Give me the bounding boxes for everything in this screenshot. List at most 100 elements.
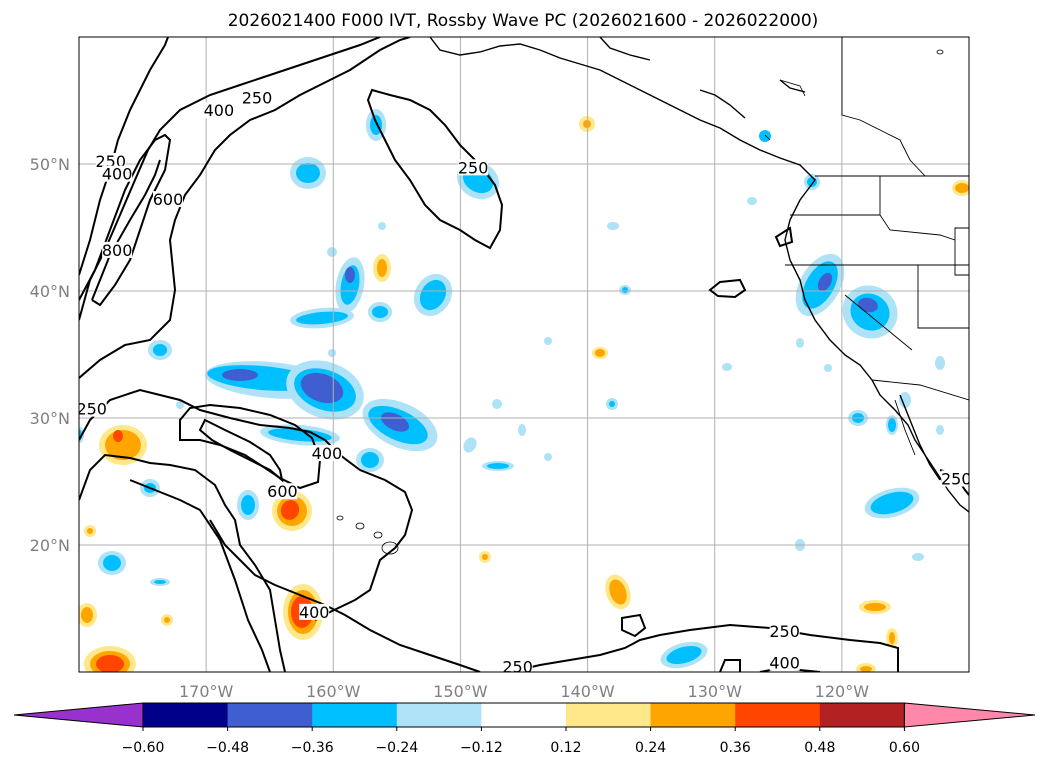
lon-tick-label: 140°W	[560, 682, 615, 701]
colorbar-tick-label: 0.24	[635, 740, 666, 756]
colorbar: −0.60 −0.48 −0.36 −0.24 −0.12 0.12 0.24 0.36 0.4…	[13, 702, 1036, 756]
anomaly-patch	[518, 424, 526, 436]
colorbar-segment	[566, 703, 652, 727]
anomaly-patch	[759, 130, 771, 142]
colorbar-tick-label: −0.48	[206, 740, 249, 756]
anomaly-patch	[153, 344, 167, 356]
colorbar-segment	[227, 703, 313, 727]
colorbar-segment	[312, 703, 398, 727]
latitude-tick-labels: 20°N 30°N 40°N 50°N	[30, 155, 70, 555]
anomaly-patch	[81, 607, 93, 623]
anomaly-patch	[222, 369, 258, 381]
anomaly-patch	[936, 425, 944, 435]
colorbar-segment	[650, 703, 736, 727]
colorbar-tick-label: 0.48	[804, 740, 835, 756]
colorbar-segment	[735, 703, 821, 727]
map-area: 250 400 250 400 600 800 250 250 600 400 400 250 250 4…	[76, 37, 972, 676]
anomaly-patch	[583, 120, 591, 128]
contour-label-bg	[769, 622, 800, 639]
colorbar-segment	[819, 703, 905, 727]
longitude-tick-labels: 170°W 160°W 150°W 140°W 130°W 120°W	[179, 682, 869, 701]
colorbar-tick-label: 0.60	[889, 740, 920, 756]
anomaly-patch	[103, 555, 121, 571]
figure-title: 2026021400 F000 IVT, Rossby Wave PC (202…	[228, 11, 819, 31]
anomaly-patch	[544, 337, 552, 345]
contour-label-bg	[267, 483, 298, 500]
colorbar-segment	[143, 703, 229, 727]
contour-label: 400	[299, 603, 330, 622]
anomaly-patch	[154, 580, 166, 584]
anomaly-patch	[824, 364, 832, 372]
anomaly-patch	[747, 197, 757, 205]
anomaly-patch	[96, 655, 124, 672]
contour-label-bg	[102, 165, 133, 182]
contour-label: 800	[102, 241, 133, 260]
anomaly-patch	[380, 412, 410, 432]
colorbar-extend-high	[903, 702, 1036, 728]
colorbar-tick-label: −0.36	[291, 740, 334, 756]
contour-label-bg	[102, 241, 133, 258]
islands	[336, 49, 944, 555]
anomaly-patch	[544, 453, 552, 461]
lat-tick-label: 40°N	[30, 282, 70, 301]
anomaly-patch	[858, 297, 878, 313]
anomaly-patch	[300, 372, 344, 404]
anomaly-patch	[860, 666, 872, 672]
anomaly-patch	[280, 500, 300, 520]
colorbar-tick-label: 0.36	[720, 740, 751, 756]
contour-label: 250	[76, 400, 107, 419]
contour-label-bg	[502, 658, 533, 672]
colorbar-extend-low	[13, 702, 144, 728]
contour-label: 600	[267, 482, 298, 501]
anomaly-patch	[935, 356, 945, 370]
lon-tick-label: 130°W	[688, 682, 743, 701]
anomaly-patch	[296, 311, 348, 325]
anomaly-patch	[377, 259, 387, 277]
anomaly-patch	[864, 603, 886, 611]
anomaly-patch	[796, 338, 804, 348]
anomaly-patch	[328, 349, 336, 357]
contour-label-bg	[311, 445, 342, 462]
contour-label-bg	[153, 191, 183, 208]
lon-tick-label: 120°W	[815, 682, 870, 701]
anomaly-patch	[492, 399, 502, 409]
anomaly-patch	[378, 222, 386, 230]
anomaly-patch	[87, 528, 93, 534]
coastlines	[429, 37, 969, 513]
contour-label: 400	[769, 654, 800, 673]
anomaly-patch	[268, 428, 332, 442]
contour-label-bg	[79, 400, 107, 417]
contour-label-bg	[203, 102, 234, 119]
lat-tick-label: 20°N	[30, 536, 70, 555]
contour-labels: 250 400 250 400 600 800 250 250 600 400 400 250 250 4…	[76, 89, 972, 676]
anomaly-patch	[622, 287, 628, 293]
colorbar-tick-label: 0.12	[550, 740, 581, 756]
contour-label-bg	[941, 470, 969, 487]
gridlines	[79, 37, 969, 672]
colorbar-tick-label: −0.60	[122, 740, 165, 756]
anomaly-patch	[899, 392, 911, 408]
colorbar-segment	[481, 703, 567, 727]
anomaly-patch	[807, 177, 817, 187]
contour-label: 400	[312, 444, 343, 463]
contour-label: 400	[204, 101, 235, 120]
contour-label: 250	[941, 470, 972, 489]
colorbar-tick-label: −0.12	[460, 740, 503, 756]
anomaly-patch	[817, 272, 833, 292]
contour-label-bg	[95, 153, 126, 169]
contour-label: 400	[102, 165, 133, 184]
colorbar-tick-label: −0.24	[375, 740, 418, 756]
anomaly-patch	[176, 401, 184, 409]
contour-label: 250	[502, 657, 533, 676]
anomaly-patch	[955, 183, 969, 193]
contour-label: 250	[769, 622, 800, 641]
anomaly-patch	[870, 491, 914, 515]
anomaly-patch	[372, 306, 388, 318]
colorbar-segment	[396, 703, 482, 727]
contour-label: 600	[153, 190, 184, 209]
anomaly-patch	[327, 247, 337, 257]
anomaly-patches	[79, 109, 969, 672]
anomaly-patch	[419, 279, 447, 311]
anomaly-patch	[912, 553, 924, 561]
